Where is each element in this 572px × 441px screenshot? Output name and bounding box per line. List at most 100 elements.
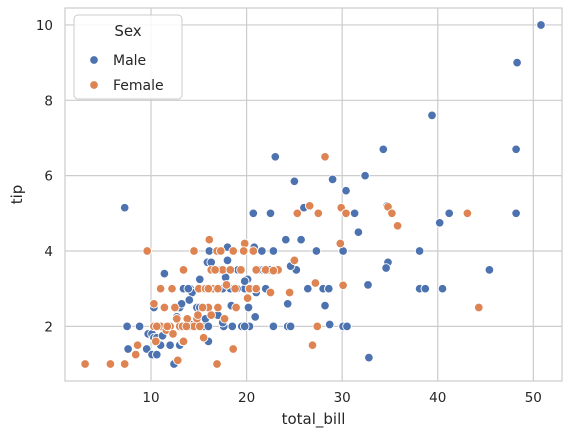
plot-area-frame (64, 7, 563, 382)
point-female (216, 246, 226, 256)
y-tick-label: 8 (44, 93, 53, 109)
point-male (122, 321, 132, 332)
point-male (285, 321, 296, 332)
point-female (304, 201, 315, 211)
point-male (243, 302, 254, 313)
legend: Sex Male Female (73, 14, 183, 100)
point-female (474, 302, 484, 313)
point-male (434, 218, 445, 228)
point-male (381, 263, 391, 273)
point-female (231, 302, 241, 313)
point-male (341, 185, 351, 196)
point-female (80, 359, 90, 369)
point-male (203, 321, 214, 332)
data-points (80, 20, 546, 369)
x-tick-label: 30 (334, 390, 351, 406)
x-axis-label: total_bill (282, 410, 346, 429)
point-female (265, 287, 276, 298)
point-female (248, 246, 259, 256)
point-female (151, 336, 161, 347)
y-tick-label: 4 (44, 244, 53, 260)
point-female (213, 283, 223, 294)
point-male (227, 321, 238, 332)
x-tick-label: 40 (429, 390, 446, 406)
point-female (462, 208, 473, 219)
point-female (221, 280, 232, 290)
point-female (155, 283, 166, 294)
point-male (239, 321, 250, 332)
point-female (149, 299, 159, 309)
point-female (167, 283, 177, 294)
point-female (242, 293, 253, 303)
point-male (282, 299, 293, 309)
point-male (444, 208, 454, 219)
x-axis-ticks: 10 20 30 40 50 (142, 390, 541, 406)
point-female (310, 278, 321, 288)
point-male (324, 319, 335, 330)
point-female (268, 265, 279, 276)
point-male (363, 280, 373, 290)
point-male (289, 176, 300, 187)
point-female (173, 355, 183, 366)
point-male (320, 300, 330, 311)
point-female (320, 152, 330, 162)
point-male (437, 283, 448, 294)
point-male (270, 152, 281, 162)
point-female (313, 208, 324, 219)
x-tick-label: 50 (525, 390, 542, 406)
point-male (184, 295, 195, 305)
point-male (119, 202, 130, 213)
point-female (219, 314, 230, 324)
point-female (228, 344, 238, 354)
point-female (172, 314, 182, 324)
point-female (203, 283, 214, 294)
point-male (536, 20, 546, 30)
point-male (222, 255, 233, 266)
point-female (238, 246, 249, 256)
point-male (378, 144, 389, 155)
point-female (193, 310, 203, 320)
point-female (312, 321, 323, 332)
point-male (511, 144, 521, 155)
point-male (296, 234, 306, 245)
point-female (228, 246, 238, 256)
point-male (265, 208, 276, 219)
point-male (364, 352, 374, 363)
point-male (183, 283, 194, 294)
point-male (123, 344, 133, 354)
point-female (284, 287, 295, 298)
point-female (212, 359, 222, 369)
point-male (248, 208, 259, 219)
point-male (327, 174, 338, 185)
point-female (197, 302, 208, 313)
legend-box (73, 14, 183, 100)
point-male (268, 246, 279, 256)
point-male (257, 246, 267, 256)
point-female (289, 255, 300, 266)
point-female (195, 321, 205, 332)
point-female (198, 332, 209, 343)
y-tick-label: 2 (44, 319, 53, 335)
point-female (392, 221, 403, 231)
point-female (335, 238, 346, 249)
point-male (239, 276, 250, 286)
point-female (142, 246, 152, 256)
y-tick-label: 6 (44, 169, 53, 185)
point-female (292, 208, 303, 219)
point-female (189, 246, 199, 256)
point-female (341, 208, 351, 219)
point-female (204, 234, 215, 245)
point-male (349, 208, 360, 219)
point-female (119, 359, 130, 369)
point-female (338, 280, 348, 291)
point-female (170, 302, 180, 313)
point-male (195, 274, 205, 285)
point-female (178, 336, 189, 347)
y-axis-label: tip (8, 185, 26, 205)
point-male (165, 340, 175, 350)
point-male (427, 110, 437, 121)
point-male (512, 57, 522, 68)
x-tick-label: 10 (142, 390, 159, 406)
point-female (225, 265, 236, 275)
point-female (162, 321, 173, 332)
